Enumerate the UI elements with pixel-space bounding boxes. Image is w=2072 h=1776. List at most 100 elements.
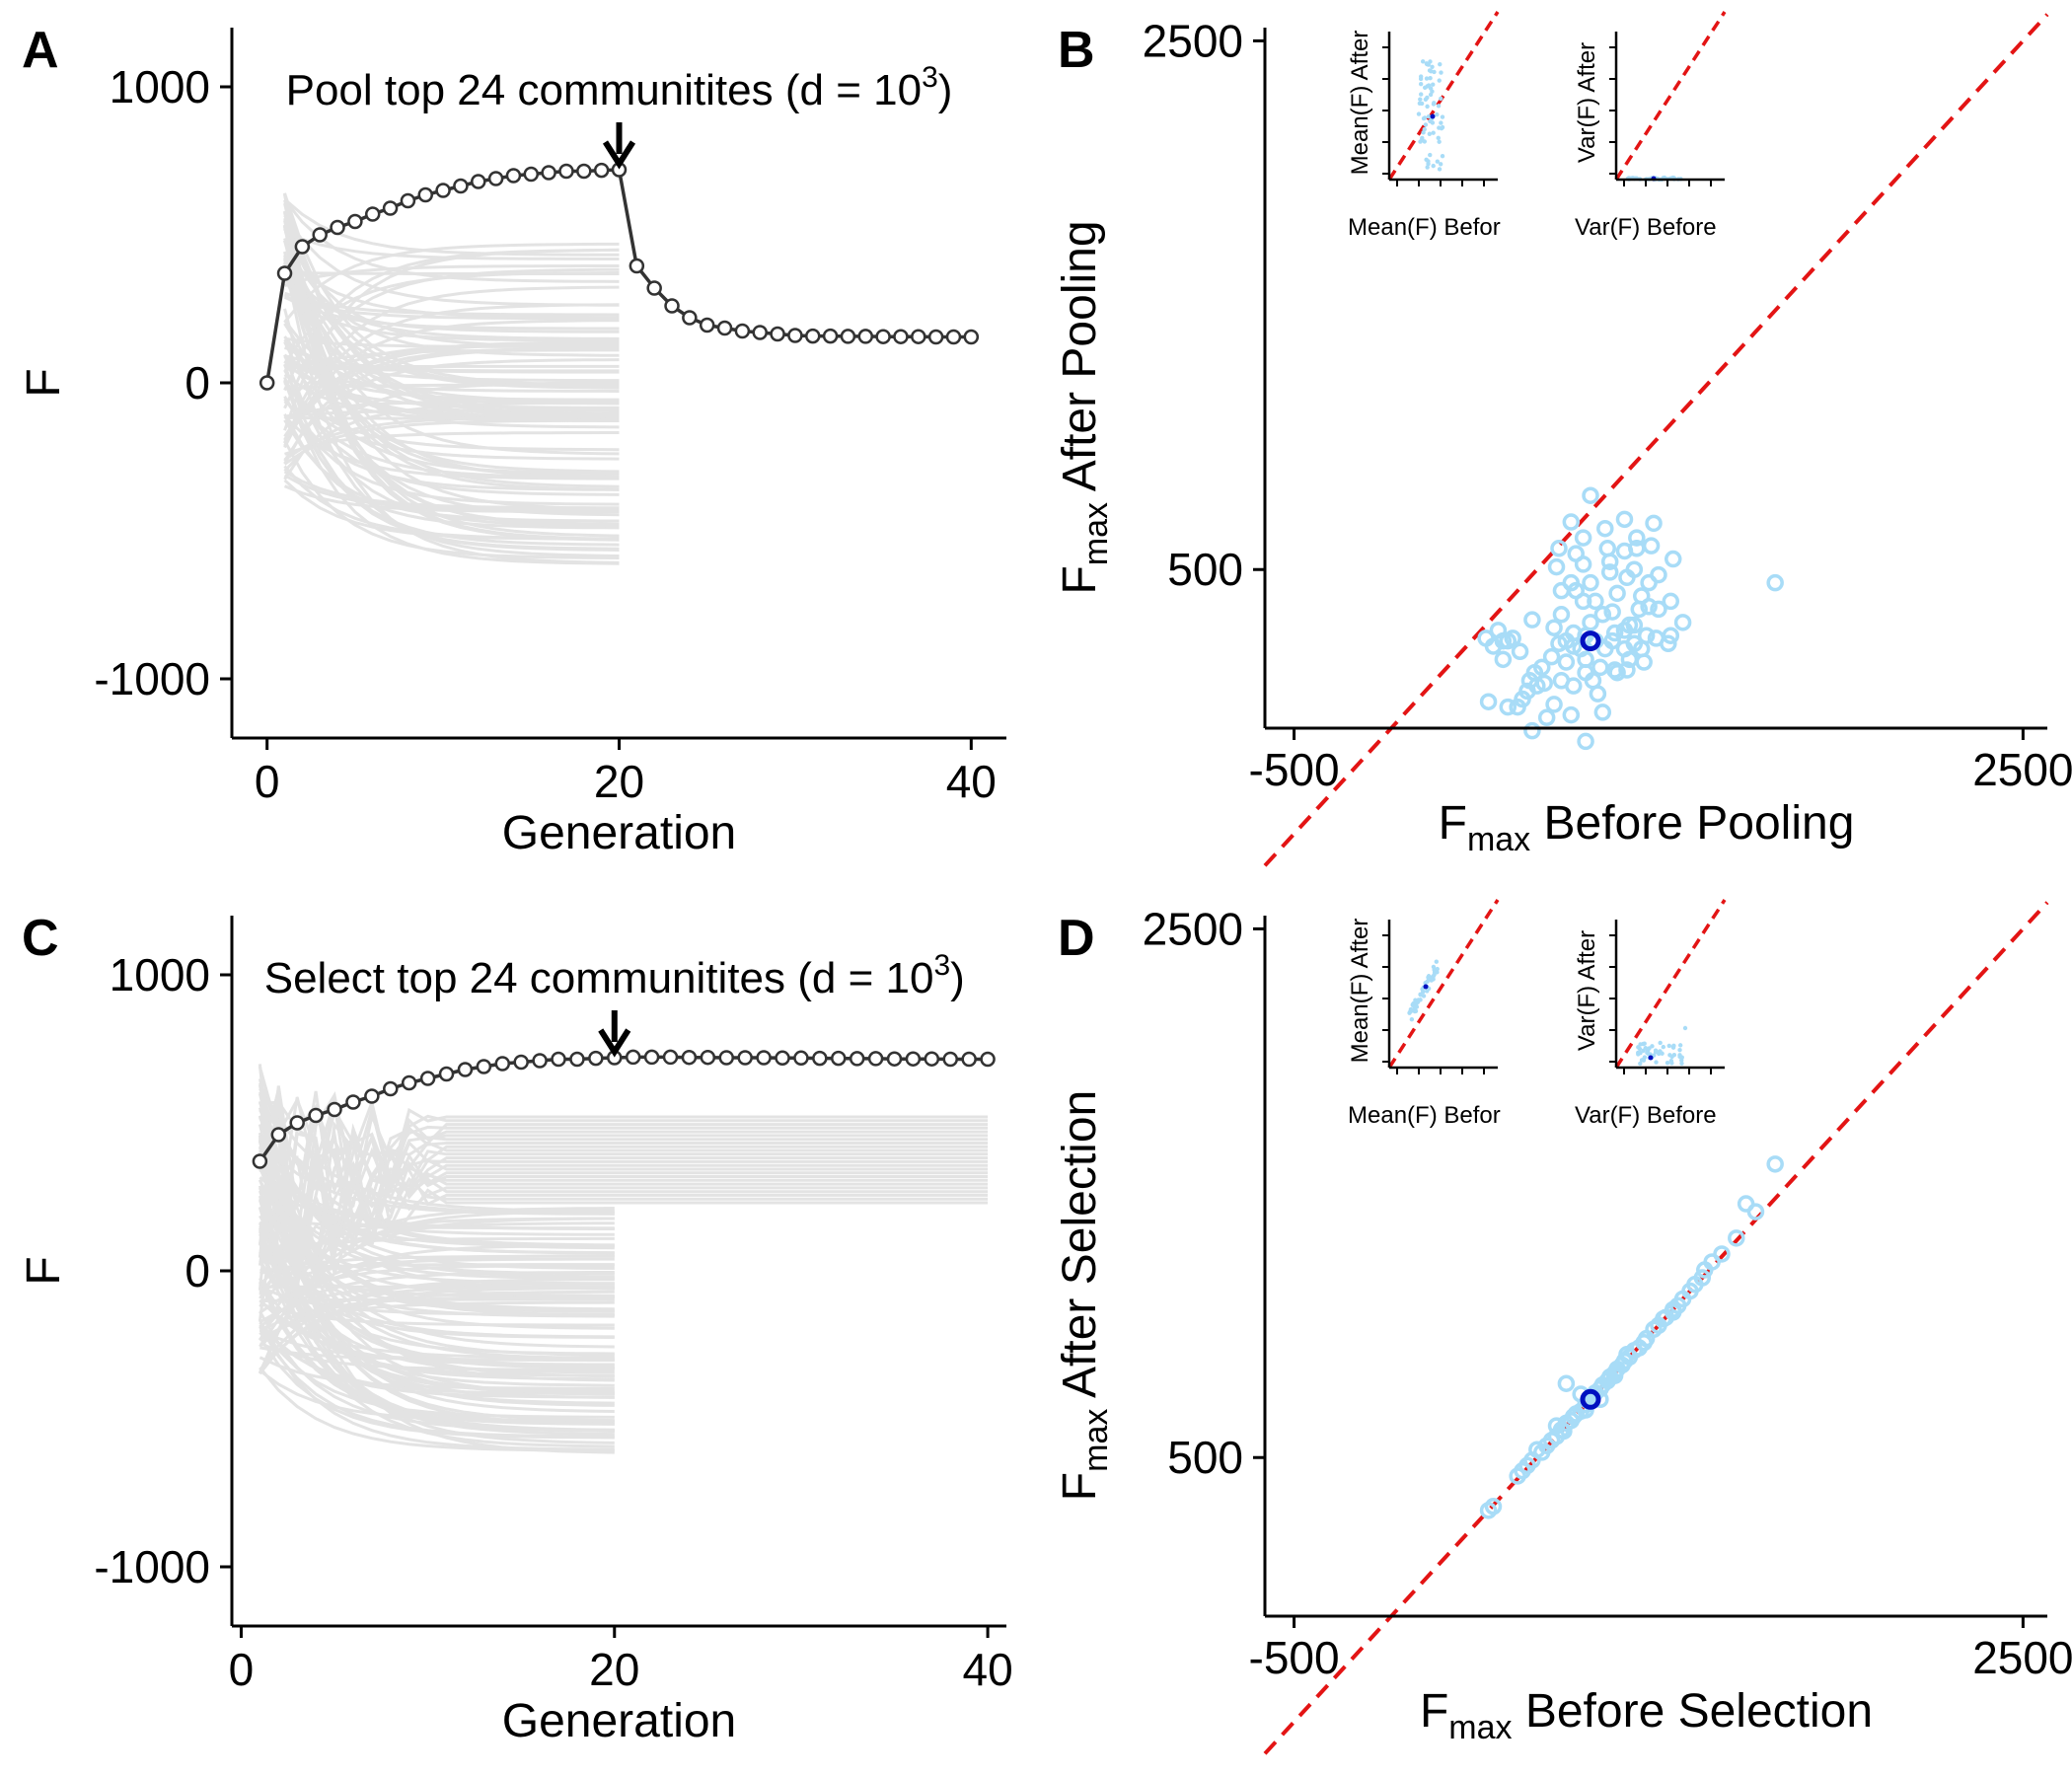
background-series-line (259, 1367, 615, 1452)
background-series-line (283, 346, 620, 442)
highlight-series-point (270, 1127, 287, 1143)
highlight-series-point (569, 1051, 585, 1068)
background-series-line (283, 398, 620, 491)
highlight-series-point (893, 329, 909, 344)
highlight-series-point (471, 174, 486, 189)
inset-point (1421, 994, 1427, 999)
scatter-point (1545, 696, 1563, 713)
inset-point (1439, 120, 1443, 125)
highlight-series-point (576, 163, 592, 180)
scatter-point (1577, 732, 1594, 751)
inset-point (1677, 1047, 1682, 1053)
x-tick-label: 40 (946, 756, 997, 807)
highlight-series-point (664, 298, 680, 314)
background-series-line (283, 358, 620, 462)
inset-point (1431, 163, 1436, 169)
scatter-point (1582, 486, 1599, 504)
scatter-point (1642, 537, 1661, 555)
highlight-series-point (886, 1051, 903, 1067)
scatter-point (1591, 1390, 1609, 1409)
highlight-series-point (924, 1051, 940, 1067)
highlight-series-point (963, 329, 980, 345)
y-tick-label: 2500 (1143, 903, 1243, 954)
background-series-line (259, 1342, 615, 1371)
highlight-series-point (867, 1051, 884, 1067)
inset-point (1420, 59, 1426, 64)
inset-point (1638, 1042, 1643, 1047)
x-tick-label: -500 (1249, 744, 1340, 795)
highlight-series-point (476, 1059, 492, 1074)
inset-point (1679, 1061, 1684, 1066)
panel-b: -500 2500 2500 500 Fmax Before Pooling Fmax A… (1054, 11, 2072, 867)
inset-point (1665, 1060, 1670, 1066)
x-axis-title: Fmax Before Pooling (1439, 797, 1855, 858)
highlight-series-point (593, 162, 610, 179)
background-series-line (283, 295, 620, 331)
scatter-point (1562, 705, 1581, 724)
inset-point (1653, 1048, 1659, 1053)
inset-point (1647, 1046, 1652, 1051)
scatter-point (1565, 677, 1583, 695)
background-series-group (258, 1064, 989, 1454)
scatter-point (1635, 1333, 1653, 1352)
inset-point (1438, 61, 1443, 67)
scatter-point (1625, 616, 1644, 634)
background-series-line (259, 1310, 615, 1432)
scatter-point (1650, 600, 1667, 619)
scatter-point (1511, 642, 1529, 661)
scatter-point (1528, 1441, 1546, 1458)
inset-plot: Mean(F) Befor Mean(F) After (1347, 11, 1501, 241)
inset-point (1439, 96, 1443, 102)
inset-point (1436, 135, 1441, 141)
inset-point (1436, 104, 1442, 109)
inset-point (1427, 131, 1433, 136)
highlight-series-point (718, 1050, 735, 1066)
scatter-point (1535, 674, 1553, 693)
highlight-series-point (905, 1051, 922, 1067)
scatter-point (1557, 1374, 1576, 1392)
inset-point (1437, 139, 1442, 144)
background-series-line (258, 1195, 615, 1437)
highlight-series-point (383, 1080, 399, 1097)
scatter-point (1523, 611, 1541, 629)
highlight-series-point (681, 1049, 698, 1066)
inset-point (1677, 1054, 1682, 1060)
highlight-series-point (345, 1094, 361, 1110)
scatter-point (1504, 629, 1521, 647)
y-tick-label: -1000 (94, 1541, 210, 1592)
background-series-line (259, 1287, 615, 1375)
background-series-line (259, 1151, 615, 1248)
highlight-series-point (787, 328, 803, 343)
background-series-line (259, 1222, 615, 1374)
identity-line (1263, 13, 2049, 867)
scatter-point (1547, 1417, 1566, 1435)
highlight-series-point (752, 325, 768, 340)
highlight-series-point (945, 329, 962, 345)
y-tick-label: 500 (1167, 1432, 1243, 1483)
identity-line (1263, 901, 2049, 1755)
inset-point (1430, 64, 1435, 69)
inset-point (1636, 1052, 1641, 1057)
scatter-point (1673, 614, 1692, 631)
background-series-line (284, 270, 620, 275)
inset-point (1682, 1025, 1688, 1031)
inset-point (1440, 114, 1445, 119)
highlight-series-point (294, 239, 311, 255)
background-series-line (258, 1207, 615, 1448)
x-tick-label: 20 (594, 756, 644, 807)
inset-point (1660, 1051, 1665, 1056)
y-axis-title: F (18, 1256, 70, 1285)
inset-point (1423, 981, 1428, 986)
highlight-series-point (942, 1051, 959, 1068)
panel-letter: B (1058, 22, 1095, 79)
inset-point (1428, 76, 1433, 81)
scatter-point (1605, 1367, 1624, 1384)
background-series-line-continued (259, 1131, 989, 1299)
highlight-series-point (699, 317, 715, 333)
highlight-series-point (980, 1051, 996, 1068)
highlight-series-point (629, 258, 645, 274)
inset-point (1657, 1051, 1662, 1057)
background-series-line (283, 439, 620, 559)
highlight-series-point (961, 1051, 977, 1068)
highlight-series-point (308, 1107, 324, 1124)
